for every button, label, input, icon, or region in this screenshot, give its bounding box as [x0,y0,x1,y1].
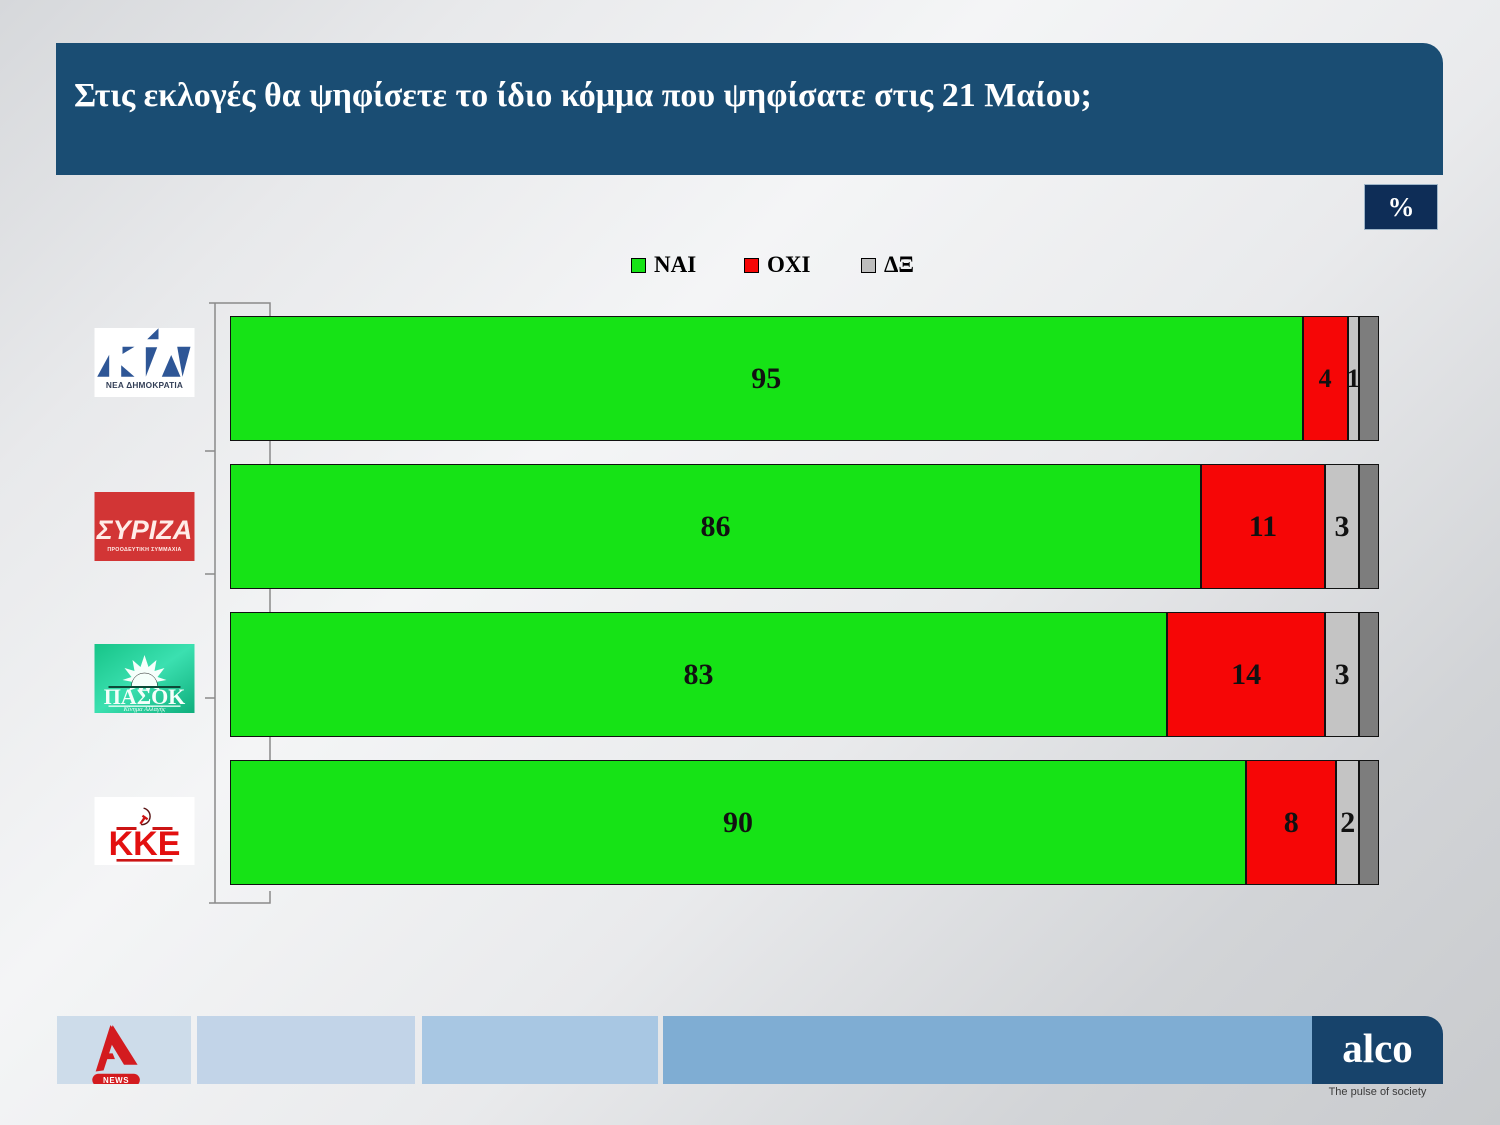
svg-text:ΣΥΡΙΖΑ: ΣΥΡΙΖΑ [96,515,192,545]
svg-text:NEWS: NEWS [103,1076,129,1084]
svg-text:Κίνημα Αλλαγής: Κίνημα Αλλαγής [123,706,166,713]
svg-text:ΝΕΑ ΔΗΜΟΚΡΑΤΙΑ: ΝΕΑ ΔΗΜΟΚΡΑΤΙΑ [106,380,183,390]
svg-text:KKE: KKE [109,825,181,863]
svg-text:ΠΡΟΟΔΕΥΤΙΚΗ ΣΥΜΜΑΧΙΑ: ΠΡΟΟΔΕΥΤΙΚΗ ΣΥΜΜΑΧΙΑ [107,547,181,553]
